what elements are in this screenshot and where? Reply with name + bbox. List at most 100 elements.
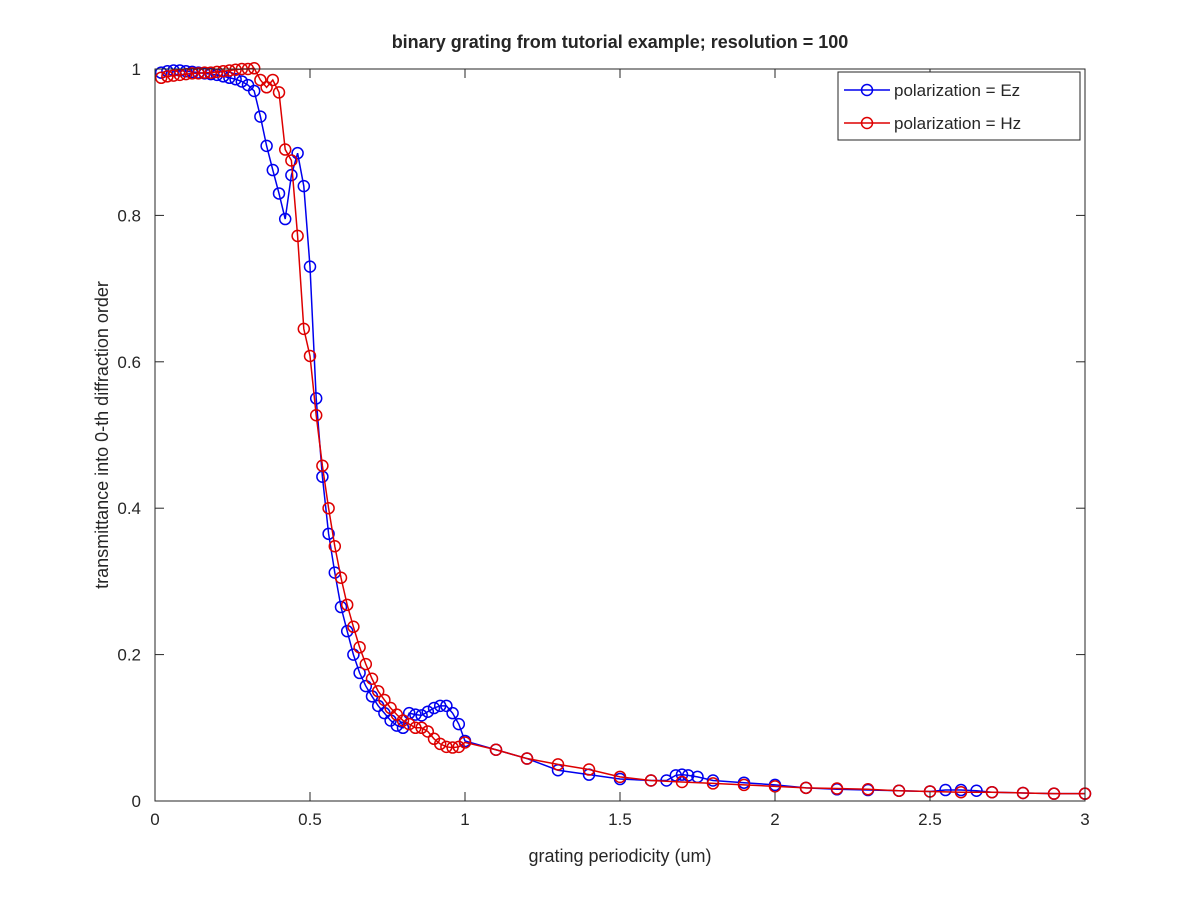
series-1-point	[446, 741, 459, 754]
series-0-point	[446, 706, 459, 720]
series-1-point	[384, 701, 397, 715]
series-1-point	[340, 598, 354, 612]
series-1-point	[247, 62, 261, 75]
series-1-point	[328, 540, 342, 553]
series-1-point	[285, 154, 298, 167]
series-1-point	[347, 620, 360, 634]
series-0-point	[359, 679, 373, 693]
series-1-point	[359, 657, 373, 671]
series-1-point	[799, 781, 813, 795]
x-tick-label: 3	[1080, 810, 1089, 829]
series-1-point	[861, 783, 875, 796]
series-1-point	[1047, 787, 1061, 800]
series-1-point	[334, 571, 348, 584]
series-1-point	[433, 737, 447, 751]
series-1-point	[409, 721, 422, 735]
series-1-point	[291, 229, 304, 243]
series-1-point	[396, 714, 410, 727]
series-1-point	[985, 785, 999, 799]
series-0-point	[291, 146, 304, 160]
series-0-point	[669, 769, 683, 782]
series-0-point	[303, 260, 317, 273]
series-1-point	[198, 66, 211, 79]
series-0-point	[334, 600, 348, 614]
series-0-point	[154, 66, 168, 79]
legend-swatch-marker	[860, 83, 874, 97]
series-1-point	[551, 758, 565, 771]
series-1-point	[229, 63, 242, 76]
y-tick-label: 0.8	[117, 206, 141, 225]
series-0-point	[254, 110, 267, 123]
y-tick-label: 0	[132, 792, 141, 811]
series-0-point	[247, 84, 261, 98]
series-1-point	[489, 743, 503, 757]
series-1-point	[830, 782, 844, 795]
legend-swatch-marker	[860, 116, 874, 130]
series-0-point	[309, 392, 323, 405]
series-1-point	[421, 725, 435, 738]
series-0-point	[421, 705, 435, 718]
series-1-point	[272, 86, 286, 99]
series-0-point	[939, 783, 952, 797]
series-1-point	[278, 143, 292, 156]
series-0-point	[272, 187, 286, 200]
y-axis-label: transmittance into 0-th diffraction orde…	[92, 281, 112, 589]
y-tick-label: 1	[132, 60, 141, 79]
series-1-point	[192, 67, 205, 80]
series-0-point	[427, 701, 441, 715]
series-1-point	[1016, 786, 1030, 800]
series-0-point	[260, 139, 273, 153]
series-1-point	[309, 408, 323, 422]
series-1-point	[378, 693, 391, 707]
y-tick-label: 0.2	[117, 646, 141, 665]
series-1-point	[223, 64, 236, 77]
series-1-point	[402, 717, 416, 731]
x-tick-label: 0.5	[298, 810, 322, 829]
series-1-point	[415, 721, 428, 735]
series-1-point	[185, 67, 199, 80]
series-1-point	[613, 770, 627, 784]
chart-title: binary grating from tutorial example; re…	[392, 32, 849, 52]
legend: polarization = Ez polarization = Hz	[837, 71, 1081, 141]
series-0-point	[353, 666, 366, 680]
legend-entry-label: polarization = Hz	[894, 114, 1021, 133]
series-1-point	[297, 322, 311, 336]
series-1-point	[892, 784, 906, 797]
series-0-point	[396, 721, 410, 735]
y-tick-label: 0.4	[117, 499, 141, 518]
series-0-point	[675, 768, 689, 781]
series-1-point	[737, 778, 751, 792]
series-0-point	[297, 179, 311, 193]
series-0-point	[415, 709, 428, 722]
series-1-point	[266, 73, 280, 87]
x-tick-label: 1	[460, 810, 469, 829]
series-1-point	[316, 459, 329, 472]
series-0-point	[452, 717, 466, 731]
series-0-point	[347, 648, 360, 661]
series-1-point	[768, 780, 782, 793]
series-1-point	[322, 501, 335, 515]
series-0-point	[681, 769, 695, 782]
series-1-point	[582, 763, 596, 776]
x-tick-label: 2.5	[918, 810, 942, 829]
axes: 0 0.5 1 1.5 2 2.5 3 0 0.2 0.4 0.6 0.8 1	[117, 60, 1089, 829]
series-1-point	[440, 740, 453, 754]
series-1-point	[371, 684, 385, 698]
series-1-point	[216, 64, 230, 78]
series-0-point	[235, 75, 249, 88]
series-1-point	[210, 65, 224, 79]
series-1-point	[706, 777, 720, 790]
series-1-point	[161, 70, 174, 83]
series-0-point	[440, 699, 453, 713]
series-0-point	[322, 527, 335, 541]
series-0-point	[433, 699, 447, 713]
x-axis-label: grating periodicity (um)	[528, 846, 711, 866]
x-tick-label: 0	[150, 810, 159, 829]
series-1-point	[520, 752, 534, 765]
series-1-point	[353, 641, 366, 654]
series-0-line	[161, 69, 1085, 795]
series-1-point	[254, 73, 267, 87]
series-1-point	[204, 66, 218, 79]
